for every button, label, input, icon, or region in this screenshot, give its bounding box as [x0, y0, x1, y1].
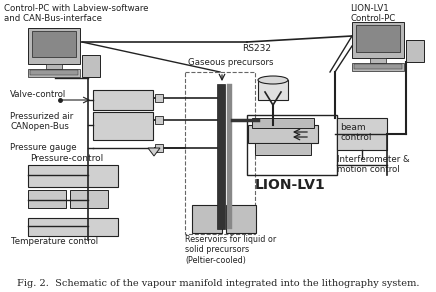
Text: Fig. 2.  Schematic of the vapour manifold integrated into the lithography system: Fig. 2. Schematic of the vapour manifold… [17, 279, 419, 288]
Bar [337, 118, 387, 150]
Text: Pressurized air
CANopen-Bus: Pressurized air CANopen-Bus [10, 112, 73, 131]
Text: Pressure gauge: Pressure gauge [10, 143, 77, 152]
Bar [352, 22, 404, 58]
Polygon shape [148, 148, 160, 156]
Text: Valve-control: Valve-control [10, 90, 66, 99]
Bar [70, 190, 108, 208]
Ellipse shape [258, 76, 288, 84]
Bar [32, 31, 76, 57]
Text: Control-PC with Labview-software
and CAN-Bus-interface: Control-PC with Labview-software and CAN… [4, 4, 149, 23]
Text: Interferometer &
motion control: Interferometer & motion control [337, 155, 410, 174]
Bar [406, 40, 424, 62]
Bar [258, 80, 288, 100]
Bar [352, 63, 404, 71]
Bar [255, 143, 311, 155]
Text: RS232: RS232 [242, 44, 271, 53]
Bar [185, 72, 255, 234]
Bar [192, 205, 222, 233]
Text: Reservoirs for liquid or
solid precursors
(Peltier-cooled): Reservoirs for liquid or solid precursor… [185, 235, 276, 265]
Bar [28, 69, 80, 77]
Bar [354, 64, 402, 69]
Bar [248, 125, 318, 143]
Bar [252, 118, 314, 128]
Bar [217, 84, 225, 229]
Text: Temperature control: Temperature control [11, 237, 99, 246]
Bar [28, 190, 66, 208]
Bar [28, 165, 118, 187]
Bar [46, 64, 62, 69]
Bar [155, 116, 163, 124]
Text: Gaseous precursors: Gaseous precursors [188, 58, 273, 67]
Bar [28, 28, 80, 64]
Bar [227, 84, 232, 229]
Text: LION-LV1
Control-PC: LION-LV1 Control-PC [350, 4, 395, 23]
Bar [93, 90, 153, 110]
Bar [370, 58, 386, 63]
Bar [155, 94, 163, 102]
Text: Pressure-control: Pressure-control [30, 154, 103, 163]
Bar [247, 115, 337, 175]
Bar [155, 144, 163, 152]
Bar [226, 205, 256, 233]
Bar [356, 25, 400, 52]
Bar [28, 218, 118, 236]
Text: beam
control: beam control [340, 123, 371, 142]
Bar [93, 112, 153, 140]
Bar [30, 70, 78, 75]
Text: LION-LV1: LION-LV1 [255, 178, 326, 192]
Bar [82, 55, 100, 77]
